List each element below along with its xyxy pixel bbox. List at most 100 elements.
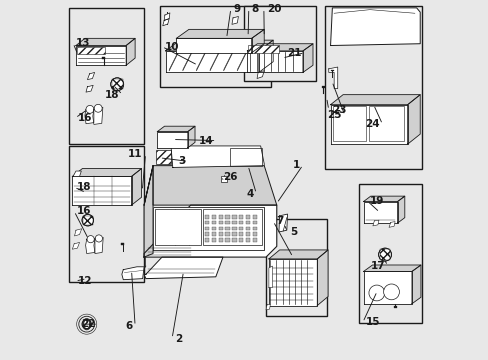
Polygon shape bbox=[153, 207, 264, 250]
Bar bbox=[83, 216, 93, 225]
Circle shape bbox=[87, 235, 94, 243]
Text: 3: 3 bbox=[178, 156, 185, 166]
Polygon shape bbox=[73, 171, 81, 176]
Polygon shape bbox=[328, 67, 337, 89]
Bar bbox=[69, 146, 144, 282]
Bar bbox=[225, 221, 229, 225]
Bar bbox=[211, 238, 216, 242]
Text: 1: 1 bbox=[292, 160, 300, 170]
Polygon shape bbox=[247, 51, 303, 72]
Text: 5: 5 bbox=[290, 227, 297, 237]
Polygon shape bbox=[126, 39, 135, 65]
Polygon shape bbox=[76, 39, 135, 45]
Polygon shape bbox=[157, 126, 195, 132]
Circle shape bbox=[368, 285, 384, 301]
Text: 4: 4 bbox=[245, 189, 253, 199]
Bar bbox=[330, 69, 333, 71]
Polygon shape bbox=[411, 265, 420, 304]
Circle shape bbox=[110, 78, 123, 91]
Bar bbox=[211, 232, 216, 236]
Polygon shape bbox=[72, 242, 80, 249]
Polygon shape bbox=[74, 229, 81, 236]
Polygon shape bbox=[76, 45, 126, 65]
Bar bbox=[225, 232, 229, 236]
Bar bbox=[203, 209, 262, 244]
Polygon shape bbox=[131, 168, 142, 205]
Text: 15: 15 bbox=[365, 318, 380, 327]
Bar bbox=[245, 226, 250, 230]
Polygon shape bbox=[144, 205, 276, 257]
Polygon shape bbox=[258, 40, 273, 72]
Bar bbox=[321, 86, 324, 88]
Bar bbox=[247, 45, 278, 53]
Circle shape bbox=[86, 105, 94, 113]
Circle shape bbox=[378, 248, 391, 261]
Polygon shape bbox=[171, 146, 264, 167]
Bar bbox=[252, 226, 257, 230]
Text: 8: 8 bbox=[251, 4, 258, 14]
Text: 16: 16 bbox=[78, 113, 92, 123]
Polygon shape bbox=[372, 220, 378, 226]
Bar bbox=[232, 238, 236, 242]
Text: 10: 10 bbox=[164, 42, 179, 51]
Bar bbox=[218, 215, 223, 219]
Circle shape bbox=[95, 235, 102, 242]
Polygon shape bbox=[94, 237, 103, 253]
Text: 18: 18 bbox=[77, 182, 91, 192]
Polygon shape bbox=[144, 166, 153, 205]
Bar bbox=[245, 215, 250, 219]
Bar bbox=[218, 226, 223, 230]
Bar bbox=[230, 148, 261, 166]
Polygon shape bbox=[164, 13, 169, 21]
Text: 18: 18 bbox=[105, 90, 120, 100]
Polygon shape bbox=[231, 17, 238, 24]
Polygon shape bbox=[72, 168, 142, 176]
Bar bbox=[211, 215, 216, 219]
Text: 12: 12 bbox=[78, 276, 92, 286]
Bar bbox=[221, 176, 227, 182]
Bar bbox=[239, 232, 243, 236]
Text: 21: 21 bbox=[287, 48, 301, 58]
Polygon shape bbox=[363, 196, 404, 202]
Polygon shape bbox=[330, 95, 419, 105]
Bar bbox=[393, 306, 396, 308]
Bar bbox=[252, 232, 257, 236]
Text: 17: 17 bbox=[370, 261, 384, 271]
Polygon shape bbox=[144, 257, 223, 279]
Bar bbox=[156, 149, 171, 164]
Text: 22: 22 bbox=[81, 319, 95, 329]
Bar bbox=[211, 226, 216, 230]
Bar bbox=[112, 79, 123, 89]
Polygon shape bbox=[317, 250, 327, 306]
Bar bbox=[232, 226, 236, 230]
Polygon shape bbox=[163, 19, 169, 26]
Polygon shape bbox=[165, 51, 258, 72]
Polygon shape bbox=[363, 202, 397, 223]
Text: 24: 24 bbox=[365, 120, 379, 129]
Text: 7: 7 bbox=[276, 216, 283, 226]
Polygon shape bbox=[153, 166, 276, 205]
Bar bbox=[239, 215, 243, 219]
Polygon shape bbox=[72, 176, 131, 205]
Bar bbox=[333, 107, 366, 141]
Polygon shape bbox=[257, 71, 264, 78]
Bar bbox=[69, 8, 144, 144]
Text: 20: 20 bbox=[266, 4, 281, 14]
Polygon shape bbox=[176, 30, 264, 39]
Bar bbox=[204, 215, 209, 219]
Text: 2: 2 bbox=[175, 333, 182, 343]
Bar bbox=[204, 221, 209, 225]
Polygon shape bbox=[187, 126, 195, 148]
Text: 9: 9 bbox=[233, 4, 241, 14]
Bar bbox=[325, 6, 421, 169]
Polygon shape bbox=[388, 222, 394, 227]
Bar bbox=[245, 232, 250, 236]
Text: 14: 14 bbox=[199, 136, 213, 145]
Bar bbox=[211, 221, 216, 225]
Polygon shape bbox=[85, 108, 94, 124]
Polygon shape bbox=[265, 305, 270, 310]
Polygon shape bbox=[122, 267, 144, 280]
Bar bbox=[102, 57, 105, 59]
Polygon shape bbox=[247, 44, 312, 51]
Polygon shape bbox=[268, 266, 272, 288]
